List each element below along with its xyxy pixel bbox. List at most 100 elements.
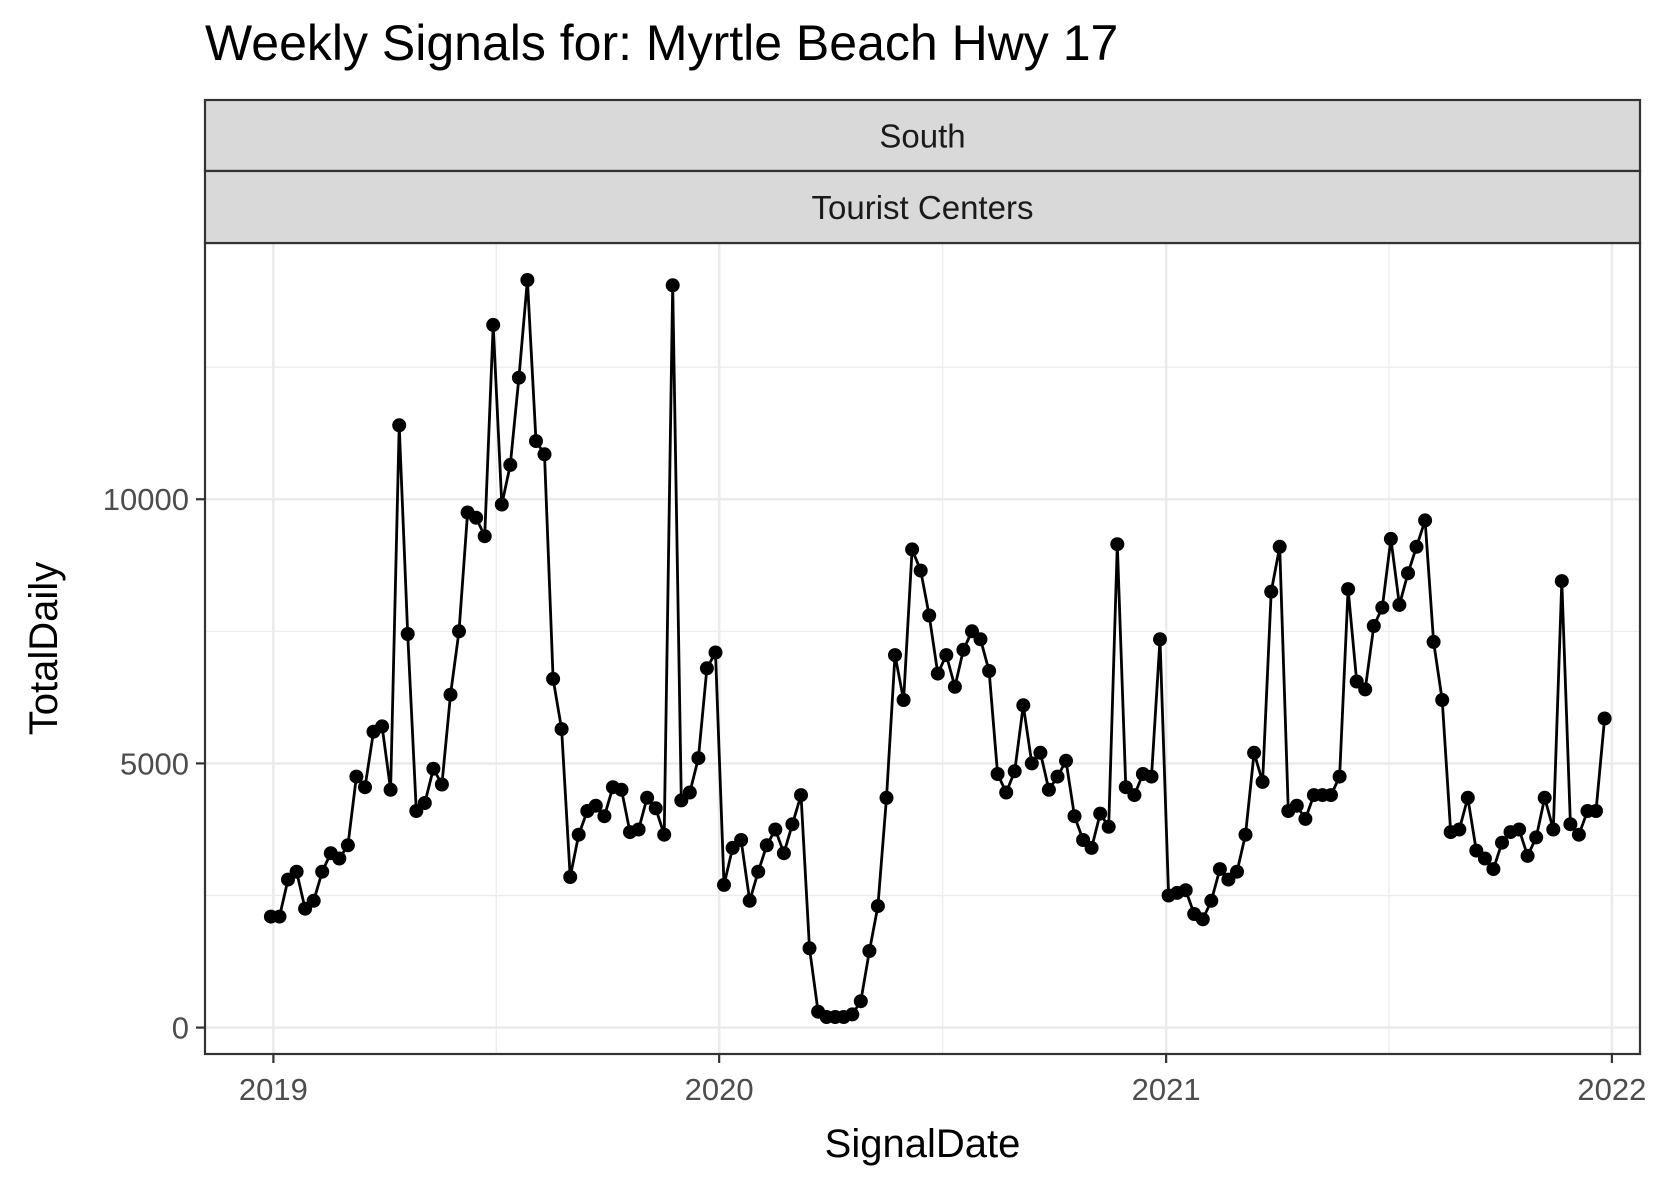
data-point xyxy=(1418,513,1433,528)
data-point xyxy=(1332,769,1347,784)
data-point xyxy=(1546,822,1561,837)
data-point xyxy=(1358,682,1373,697)
data-point xyxy=(614,782,629,797)
data-point xyxy=(563,870,578,884)
data-point xyxy=(930,666,945,681)
data-point xyxy=(896,693,911,707)
data-point xyxy=(1512,822,1527,837)
data-point xyxy=(520,273,535,287)
data-point xyxy=(999,785,1014,800)
data-point xyxy=(1477,851,1492,866)
data-point xyxy=(640,790,655,805)
data-point xyxy=(1110,537,1125,552)
data-point xyxy=(537,447,552,462)
data-point xyxy=(785,817,800,832)
data-point xyxy=(1016,698,1031,713)
data-point xyxy=(434,777,449,792)
data-point xyxy=(400,627,415,641)
data-point xyxy=(1041,782,1056,797)
data-point xyxy=(417,796,432,810)
data-point xyxy=(802,941,817,956)
data-point xyxy=(1401,566,1415,581)
data-point xyxy=(845,1007,860,1022)
data-point xyxy=(1093,806,1108,821)
data-point xyxy=(1230,864,1244,879)
data-point xyxy=(1212,862,1227,877)
data-point xyxy=(392,418,407,433)
chart-title: Weekly Signals for: Myrtle Beach Hwy 17 xyxy=(205,15,1119,71)
data-point xyxy=(1178,883,1193,898)
data-point xyxy=(853,994,868,1009)
data-point xyxy=(383,782,398,797)
data-point xyxy=(1247,745,1262,760)
facet-strip-label-1: South xyxy=(879,118,965,155)
data-point xyxy=(982,664,997,678)
data-point xyxy=(452,624,466,639)
x-axis-title: SignalDate xyxy=(825,1122,1021,1166)
data-point xyxy=(708,645,723,660)
data-point xyxy=(1366,619,1381,633)
y-tick-label: 5000 xyxy=(120,746,189,781)
data-point xyxy=(947,679,962,694)
data-point xyxy=(1084,840,1099,855)
x-tick-label: 2020 xyxy=(685,1072,754,1107)
data-point xyxy=(1324,788,1338,803)
data-point xyxy=(939,648,954,663)
data-point xyxy=(682,785,697,800)
data-point xyxy=(1298,811,1313,826)
data-point xyxy=(1127,788,1142,803)
data-point xyxy=(1529,830,1544,845)
data-point xyxy=(631,822,646,837)
data-point xyxy=(1264,584,1279,599)
data-point xyxy=(699,661,714,676)
x-tick-label: 2021 xyxy=(1132,1072,1201,1107)
data-point xyxy=(717,877,731,892)
data-point xyxy=(349,769,364,784)
data-point xyxy=(1144,769,1159,784)
data-point xyxy=(1153,632,1167,647)
data-point xyxy=(1024,756,1039,771)
data-point xyxy=(1563,817,1578,832)
data-point xyxy=(358,780,372,795)
data-point xyxy=(1571,827,1586,842)
data-point xyxy=(1486,862,1501,877)
x-tick-label: 2022 xyxy=(1577,1072,1646,1107)
data-point xyxy=(870,899,885,914)
data-point xyxy=(1460,790,1475,805)
data-point xyxy=(1426,634,1441,649)
y-tick-label: 10000 xyxy=(103,482,189,517)
data-point xyxy=(1392,597,1407,612)
data-point xyxy=(1597,711,1612,726)
data-point xyxy=(1255,774,1270,789)
data-point xyxy=(1050,769,1065,784)
y-axis-title: TotalDaily xyxy=(22,562,66,735)
facet-strip-2 xyxy=(203,169,1642,245)
data-point xyxy=(1554,574,1569,589)
panel-background xyxy=(205,243,1640,1054)
data-point xyxy=(751,864,766,879)
data-point xyxy=(1537,790,1552,805)
data-point xyxy=(503,457,518,472)
data-point xyxy=(597,809,612,824)
data-point xyxy=(546,671,561,686)
data-point xyxy=(1238,827,1253,842)
data-point xyxy=(1341,582,1356,597)
data-point xyxy=(1375,600,1390,615)
data-point xyxy=(973,632,988,647)
data-point xyxy=(759,838,774,853)
data-point xyxy=(340,838,355,853)
data-point xyxy=(905,542,920,557)
facet-strip-1 xyxy=(203,98,1642,173)
data-point xyxy=(375,719,390,734)
data-point xyxy=(879,790,894,805)
data-point xyxy=(1495,835,1509,850)
data-point xyxy=(1059,753,1073,768)
data-point xyxy=(691,751,706,766)
data-point xyxy=(426,761,441,776)
data-point xyxy=(332,851,347,866)
data-point xyxy=(529,434,543,449)
data-point xyxy=(768,822,783,837)
data-point xyxy=(922,608,937,623)
